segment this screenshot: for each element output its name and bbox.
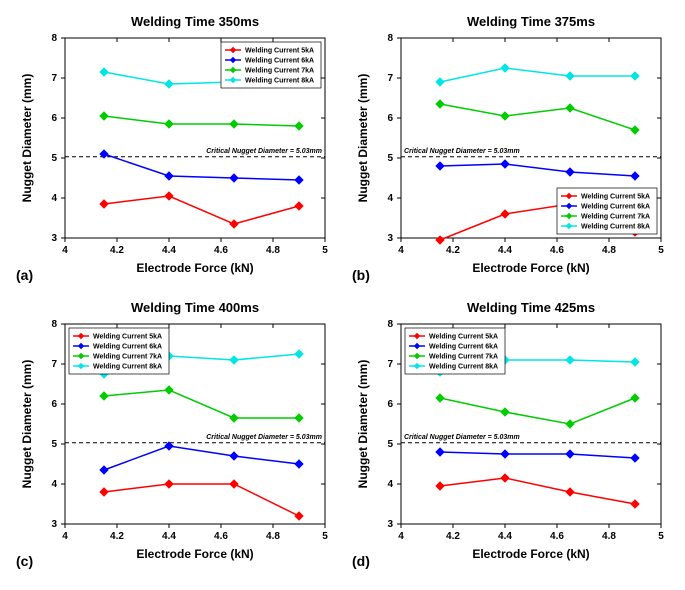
legend-label-2: Welding Current 7kA [581, 214, 650, 221]
y-axis-label: Nugget Diameter (mm) [20, 360, 34, 489]
legend-label-0: Welding Current 5kA [581, 194, 650, 201]
legend-label-0: Welding Current 5kA [429, 334, 498, 341]
chart-title: Welding Time 400ms [131, 300, 259, 315]
panel-c: Welding Time 400ms44.24.44.64.85345678El… [10, 296, 340, 576]
xtick-label: 4.4 [498, 531, 512, 542]
ytick-label: 4 [51, 479, 57, 490]
ytick-label: 3 [51, 233, 57, 244]
ytick-label: 3 [387, 233, 393, 244]
xtick-label: 4 [62, 531, 68, 542]
ytick-label: 8 [51, 319, 57, 330]
xtick-label: 4.6 [550, 531, 564, 542]
ytick-label: 8 [51, 33, 57, 44]
panel-a: Welding Time 350ms44.24.44.64.85345678El… [10, 10, 340, 290]
xtick-label: 4.4 [162, 531, 176, 542]
legend-label-3: Welding Current 8kA [93, 364, 162, 371]
chart-c: Welding Time 400ms44.24.44.64.85345678El… [10, 296, 340, 576]
xtick-label: 4 [398, 245, 404, 256]
xtick-label: 5 [658, 531, 664, 542]
xtick-label: 5 [322, 531, 328, 542]
legend-label-1: Welding Current 6kA [245, 58, 314, 65]
ytick-label: 5 [51, 153, 57, 164]
critical-label: Critical Nugget Diameter = 5.03mm [206, 148, 322, 155]
xtick-label: 4.2 [110, 245, 124, 256]
ytick-label: 8 [387, 33, 393, 44]
chart-grid: Welding Time 350ms44.24.44.64.85345678El… [10, 10, 675, 576]
chart-title: Welding Time 425ms [467, 300, 595, 315]
legend-label-0: Welding Current 5kA [93, 334, 162, 341]
ytick-label: 5 [387, 439, 393, 450]
xtick-label: 4.4 [498, 245, 512, 256]
ytick-label: 7 [387, 359, 393, 370]
legend-label-3: Welding Current 8kA [581, 224, 650, 231]
xtick-label: 5 [322, 245, 328, 256]
xtick-label: 4.2 [110, 531, 124, 542]
ytick-label: 6 [51, 113, 57, 124]
legend-label-2: Welding Current 7kA [245, 68, 314, 75]
xtick-label: 4 [398, 531, 404, 542]
panel-letter: (a) [16, 267, 33, 283]
y-axis-label: Nugget Diameter (mm) [356, 360, 370, 489]
legend-label-1: Welding Current 6kA [429, 344, 498, 351]
xtick-label: 4.2 [446, 245, 460, 256]
chart-d: Welding Time 425ms44.24.44.64.85345678El… [346, 296, 676, 576]
xtick-label: 4.8 [266, 531, 280, 542]
critical-label: Critical Nugget Diameter = 5.03mm [206, 434, 322, 441]
ytick-label: 6 [387, 399, 393, 410]
x-axis-label: Electrode Force (kN) [136, 547, 253, 561]
y-axis-label: Nugget Diameter (mm) [356, 74, 370, 203]
xtick-label: 4.8 [602, 531, 616, 542]
legend-label-1: Welding Current 6kA [93, 344, 162, 351]
legend-label-3: Welding Current 8kA [429, 364, 498, 371]
ytick-label: 5 [387, 153, 393, 164]
xtick-label: 4.2 [446, 531, 460, 542]
x-axis-label: Electrode Force (kN) [136, 261, 253, 275]
xtick-label: 4.4 [162, 245, 176, 256]
ytick-label: 3 [51, 519, 57, 530]
xtick-label: 4.8 [266, 245, 280, 256]
ytick-label: 6 [387, 113, 393, 124]
chart-title: Welding Time 350ms [131, 14, 259, 29]
ytick-label: 7 [51, 73, 57, 84]
panel-letter: (b) [352, 267, 370, 283]
ytick-label: 4 [51, 193, 57, 204]
ytick-label: 4 [387, 193, 393, 204]
ytick-label: 6 [51, 399, 57, 410]
chart-title: Welding Time 375ms [467, 14, 595, 29]
legend-label-2: Welding Current 7kA [429, 354, 498, 361]
panel-letter: (c) [16, 553, 33, 569]
legend-label-1: Welding Current 6kA [581, 204, 650, 211]
xtick-label: 4.6 [214, 245, 228, 256]
y-axis-label: Nugget Diameter (mm) [20, 74, 34, 203]
panel-b: Welding Time 375ms44.24.44.64.85345678El… [346, 10, 676, 290]
xtick-label: 4.8 [602, 245, 616, 256]
x-axis-label: Electrode Force (kN) [472, 547, 589, 561]
legend-label-3: Welding Current 8kA [245, 78, 314, 85]
ytick-label: 7 [51, 359, 57, 370]
critical-label: Critical Nugget Diameter = 5.03mm [404, 148, 520, 155]
legend-label-2: Welding Current 7kA [93, 354, 162, 361]
ytick-label: 4 [387, 479, 393, 490]
panel-letter: (d) [352, 553, 370, 569]
legend-label-0: Welding Current 5kA [245, 48, 314, 55]
xtick-label: 4.6 [550, 245, 564, 256]
xtick-label: 4.6 [214, 531, 228, 542]
ytick-label: 8 [387, 319, 393, 330]
panel-d: Welding Time 425ms44.24.44.64.85345678El… [346, 296, 676, 576]
xtick-label: 5 [658, 245, 664, 256]
xtick-label: 4 [62, 245, 68, 256]
ytick-label: 3 [387, 519, 393, 530]
chart-b: Welding Time 375ms44.24.44.64.85345678El… [346, 10, 676, 290]
chart-a: Welding Time 350ms44.24.44.64.85345678El… [10, 10, 340, 290]
critical-label: Critical Nugget Diameter = 5.03mm [404, 434, 520, 441]
ytick-label: 5 [51, 439, 57, 450]
x-axis-label: Electrode Force (kN) [472, 261, 589, 275]
ytick-label: 7 [387, 73, 393, 84]
